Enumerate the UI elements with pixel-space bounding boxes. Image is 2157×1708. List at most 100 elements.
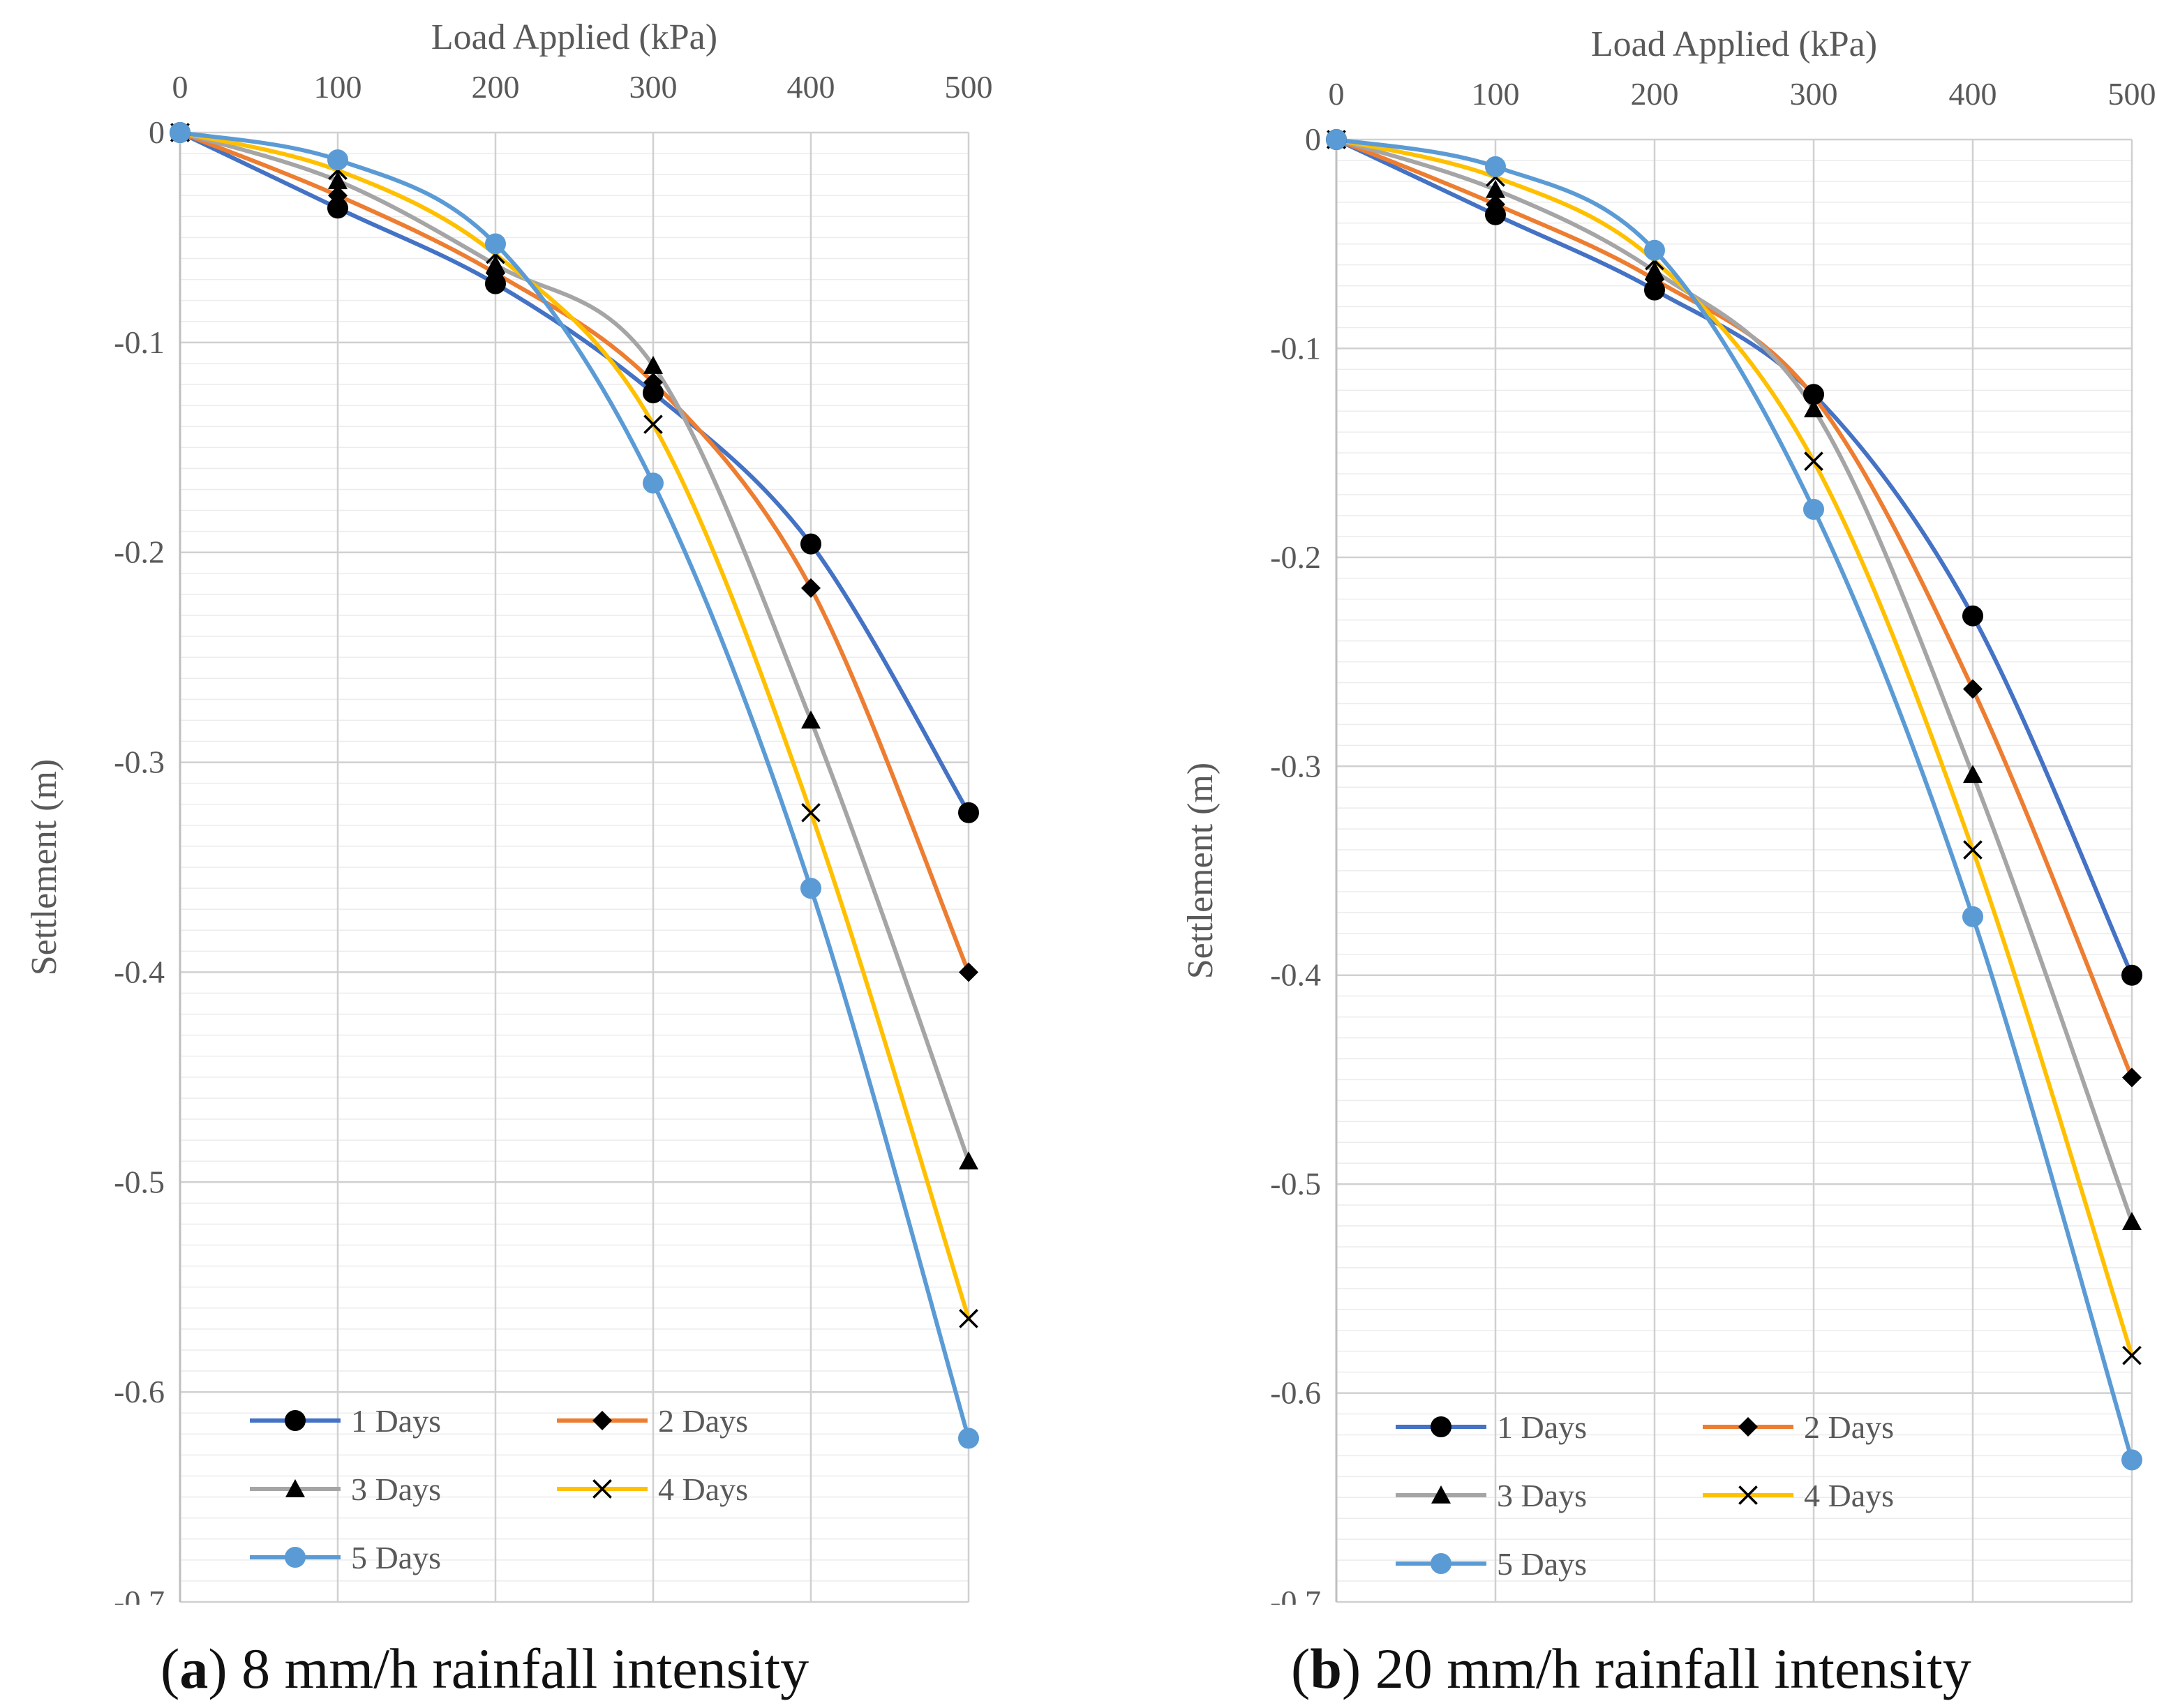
x-tick-labels: 0 100 200 300 400 500 bbox=[172, 69, 993, 105]
y-tick-label: -0.5 bbox=[1270, 1166, 1321, 1201]
markers-5-days bbox=[170, 122, 979, 1449]
x-tick-labels: 0 100 200 300 400 500 bbox=[1329, 76, 2156, 112]
data-point bbox=[1326, 129, 1347, 150]
data-point bbox=[2121, 1449, 2142, 1471]
legend-label: 3 Days bbox=[1497, 1478, 1587, 1513]
legend-label: 5 Days bbox=[351, 1540, 441, 1575]
x-tick-label: 400 bbox=[1949, 76, 1997, 112]
legend-label: 4 Days bbox=[1804, 1478, 1894, 1513]
y-tick-label: -0.3 bbox=[114, 744, 165, 780]
data-point bbox=[328, 171, 348, 190]
data-point bbox=[327, 149, 348, 171]
data-point bbox=[801, 578, 821, 598]
data-point bbox=[1486, 179, 1505, 198]
x-axis-title: Load Applied (kPa) bbox=[1591, 24, 1877, 64]
legend-label: 5 Days bbox=[1497, 1546, 1587, 1582]
x-tick-label: 100 bbox=[314, 69, 362, 105]
x-tick-label: 0 bbox=[1329, 76, 1345, 112]
legend-marker bbox=[285, 1547, 306, 1568]
y-tick-label: -0.2 bbox=[114, 534, 165, 570]
data-point bbox=[2122, 1068, 2142, 1088]
y-tick-label: -0.5 bbox=[114, 1164, 165, 1199]
legend-marker bbox=[592, 1479, 612, 1499]
panel-b: 0 100 200 300 400 500 0 -0.1 -0.2 -0.3 -0.4 -0.5 -0.… bbox=[1078, 0, 2157, 1708]
x-tick-label: 500 bbox=[945, 69, 993, 105]
y-tick-label: -0.6 bbox=[1270, 1375, 1321, 1411]
series-4-days bbox=[178, 130, 971, 1321]
chart-a: 0 100 200 300 400 500 0 -0.1 -0.2 -0.3 -0.4 -0.5 -0.… bbox=[24, 17, 993, 1605]
data-point bbox=[1963, 765, 1983, 784]
y-tick-label: -0.3 bbox=[1270, 748, 1321, 784]
data-point bbox=[643, 373, 663, 393]
series-3-days bbox=[178, 130, 971, 1164]
data-point bbox=[643, 472, 664, 494]
x-tick-label: 100 bbox=[1472, 76, 1520, 112]
legend: 1 Days 2 Days 3 Days 4 Days 5 Days bbox=[1396, 1409, 1894, 1582]
x-axis-title: Load Applied (kPa) bbox=[431, 17, 717, 57]
series-line bbox=[178, 130, 971, 815]
legend-marker bbox=[285, 1410, 306, 1431]
markers-4-days bbox=[1327, 130, 2142, 1365]
series-line bbox=[178, 130, 971, 1164]
data-point bbox=[1803, 498, 1824, 520]
y-axis-title: Settlement (m) bbox=[1181, 763, 1221, 979]
data-point bbox=[800, 878, 821, 899]
data-point bbox=[1963, 840, 1983, 860]
data-point bbox=[170, 122, 191, 143]
data-point bbox=[959, 1151, 978, 1170]
legend-item: 3 Days bbox=[250, 1471, 441, 1507]
data-point bbox=[486, 255, 505, 274]
data-point bbox=[801, 802, 821, 823]
y-tick-label: -0.4 bbox=[1270, 957, 1321, 993]
legend-item: 1 Days bbox=[1396, 1409, 1587, 1445]
caption-a-letter: a bbox=[179, 1637, 209, 1700]
data-point bbox=[643, 355, 663, 374]
panel-a: 0 100 200 300 400 500 0 -0.1 -0.2 -0.3 -0.4 -0.5 -0.… bbox=[0, 0, 1078, 1708]
legend-label: 2 Days bbox=[1804, 1409, 1894, 1445]
legend-item: 2 Days bbox=[557, 1403, 748, 1439]
data-point bbox=[643, 414, 663, 435]
data-point bbox=[801, 710, 821, 729]
markers-1-days bbox=[170, 122, 979, 823]
series-line bbox=[1334, 137, 2134, 1080]
legend-marker bbox=[592, 1411, 612, 1430]
legend-marker bbox=[1738, 1485, 1758, 1505]
series-line bbox=[1334, 137, 2134, 1224]
legend-item: 3 Days bbox=[1396, 1478, 1587, 1513]
legend-label: 4 Days bbox=[658, 1471, 748, 1507]
y-tick-labels: 0 -0.1 -0.2 -0.3 -0.4 -0.5 -0.6 -0.7 bbox=[1270, 121, 1321, 1605]
data-point bbox=[1485, 156, 1506, 177]
legend-item: 4 Days bbox=[557, 1471, 748, 1507]
data-point bbox=[2122, 1345, 2142, 1365]
data-point bbox=[959, 962, 978, 982]
legend-item: 4 Days bbox=[1703, 1478, 1894, 1513]
y-tick-label: -0.2 bbox=[1270, 539, 1321, 575]
data-point bbox=[328, 186, 348, 206]
data-point bbox=[1963, 679, 1983, 699]
y-tick-label: 0 bbox=[149, 114, 165, 150]
legend-marker bbox=[1738, 1417, 1758, 1437]
legend-marker bbox=[1431, 1485, 1451, 1504]
y-tick-label: -0.7 bbox=[114, 1584, 165, 1605]
x-tick-label: 500 bbox=[2108, 76, 2156, 112]
caption-b: (b) 20 mm/h rainfall intensity bbox=[1291, 1637, 1971, 1700]
data-point bbox=[958, 802, 979, 823]
data-point bbox=[1804, 451, 1823, 471]
legend-marker bbox=[1431, 1553, 1451, 1574]
y-tick-label: -0.4 bbox=[114, 954, 165, 989]
legend-label: 3 Days bbox=[351, 1471, 441, 1507]
x-tick-label: 0 bbox=[172, 69, 188, 105]
y-tick-label: -0.7 bbox=[1270, 1584, 1321, 1605]
markers-2-days bbox=[1327, 130, 2142, 1088]
data-point bbox=[1645, 261, 1664, 280]
x-tick-label: 200 bbox=[1631, 76, 1679, 112]
series-3-days bbox=[1334, 137, 2134, 1224]
data-point bbox=[1804, 399, 1823, 418]
legend: 1 Days 2 Days 3 Days 4 Days 5 Days bbox=[250, 1403, 748, 1575]
series-line bbox=[178, 130, 971, 1441]
legend-item: 5 Days bbox=[1396, 1546, 1587, 1582]
series-1-days bbox=[178, 130, 971, 815]
series-5-days bbox=[178, 130, 971, 1441]
gridlines bbox=[179, 131, 970, 1603]
